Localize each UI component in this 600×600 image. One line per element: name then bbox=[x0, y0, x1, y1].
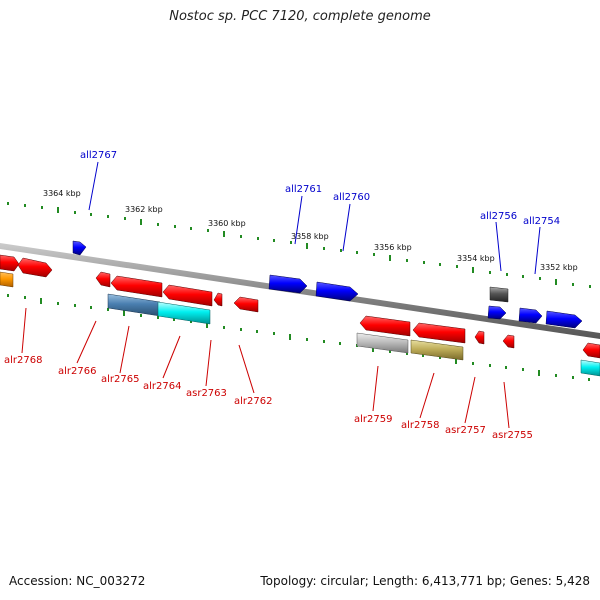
label-alr2758: alr2758 bbox=[401, 420, 439, 431]
label-alr2762: alr2762 bbox=[234, 396, 272, 407]
gene-alr2764[interactable] bbox=[162, 284, 213, 307]
gene-all2754[interactable] bbox=[545, 310, 583, 329]
scale-label-3358: 3358 kbp bbox=[291, 232, 329, 241]
label-all2760: all2760 bbox=[333, 192, 370, 203]
label-all2754: all2754 bbox=[523, 216, 560, 227]
gene-alr2766[interactable] bbox=[95, 271, 111, 288]
label-asr2755: asr2755 bbox=[492, 430, 533, 441]
secondary-bars bbox=[107, 293, 600, 377]
gene-left-edge-1[interactable] bbox=[0, 254, 20, 272]
label-alr2764: alr2764 bbox=[143, 381, 181, 392]
gene-alr2765[interactable] bbox=[110, 275, 163, 298]
forward-genes bbox=[72, 240, 583, 329]
accession-text: Accession: NC_003272 bbox=[9, 574, 146, 588]
bar-cyan-right[interactable] bbox=[580, 359, 600, 377]
bar-steel[interactable] bbox=[107, 293, 161, 317]
gene-asr2763[interactable] bbox=[213, 292, 223, 307]
reverse-leader-lines bbox=[21, 307, 510, 429]
genome-title: Nostoc sp. PCC 7120, complete genome bbox=[169, 9, 431, 24]
label-asr2757: asr2757 bbox=[445, 425, 486, 436]
label-alr2768: alr2768 bbox=[4, 355, 42, 366]
scale-label-3354: 3354 kbp bbox=[457, 254, 495, 263]
gene-alr2758[interactable] bbox=[412, 322, 466, 344]
bar-cyan[interactable] bbox=[157, 301, 211, 325]
scale-label-3352: 3352 kbp bbox=[540, 263, 578, 272]
label-all2756: all2756 bbox=[480, 211, 517, 222]
gene-alr2762[interactable] bbox=[233, 296, 259, 313]
label-all2761: all2761 bbox=[285, 184, 322, 195]
label-alr2765: alr2765 bbox=[101, 374, 139, 385]
gene-all2761[interactable] bbox=[268, 274, 308, 294]
label-all2767: all2767 bbox=[80, 150, 117, 161]
label-asr2763: asr2763 bbox=[186, 388, 227, 399]
lower-scale-dots bbox=[7, 294, 590, 381]
gene-all2755-blue[interactable] bbox=[518, 307, 543, 324]
forward-leader-lines bbox=[88, 161, 541, 275]
label-alr2759: alr2759 bbox=[354, 414, 392, 425]
gene-all2767[interactable] bbox=[72, 240, 87, 256]
gene-right-edge-red[interactable] bbox=[582, 342, 600, 359]
gene-asr2757[interactable] bbox=[474, 330, 485, 345]
scale-label-3364: 3364 kbp bbox=[43, 189, 81, 198]
reverse-genes bbox=[0, 254, 600, 359]
upper-scale-dots bbox=[7, 202, 591, 288]
scale-label-3362: 3362 kbp bbox=[125, 205, 163, 214]
gene-orange-edge[interactable] bbox=[0, 271, 14, 288]
label-alr2766: alr2766 bbox=[58, 366, 96, 377]
scale-label-3360: 3360 kbp bbox=[208, 219, 246, 228]
gene-all2756[interactable] bbox=[487, 305, 507, 320]
scale-label-3356: 3356 kbp bbox=[374, 243, 412, 252]
bar-olive[interactable] bbox=[410, 339, 464, 361]
genome-stats-text: Topology: circular; Length: 6,413,771 bp… bbox=[260, 574, 590, 588]
gene-alr2768-red[interactable] bbox=[17, 257, 53, 278]
bar-silver[interactable] bbox=[356, 332, 409, 354]
gene-all2760[interactable] bbox=[315, 281, 359, 302]
gene-asr2755[interactable] bbox=[502, 334, 515, 349]
gene-dark-small[interactable] bbox=[489, 286, 509, 303]
gene-alr2759[interactable] bbox=[359, 315, 411, 337]
